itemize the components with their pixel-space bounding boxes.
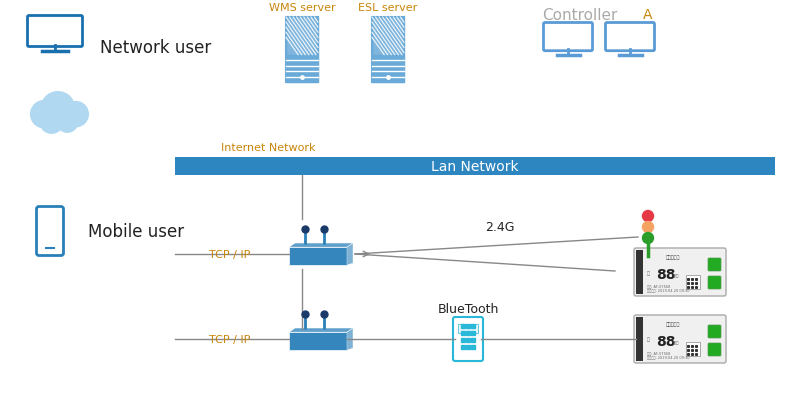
Text: 上架时间: 2019-04-20 09:30: 上架时间: 2019-04-20 09:30 (647, 354, 689, 358)
Text: Internet Network: Internet Network (220, 143, 315, 153)
Text: 超级水果汁: 超级水果汁 (665, 255, 680, 260)
Text: 上架时间: 2019-04-20 09:30: 上架时间: 2019-04-20 09:30 (647, 287, 689, 291)
Text: 88: 88 (656, 334, 676, 348)
FancyBboxPatch shape (686, 275, 700, 289)
Polygon shape (286, 56, 318, 83)
Text: TCP / IP: TCP / IP (209, 334, 251, 344)
Text: Controller: Controller (542, 8, 618, 22)
Text: 编码: AF-07568: 编码: AF-07568 (647, 350, 670, 354)
FancyBboxPatch shape (37, 207, 64, 256)
Circle shape (642, 211, 654, 222)
Polygon shape (372, 56, 404, 83)
Text: Mobile user: Mobile user (88, 223, 184, 241)
FancyBboxPatch shape (708, 276, 721, 289)
Polygon shape (347, 328, 353, 350)
FancyBboxPatch shape (606, 23, 654, 52)
FancyBboxPatch shape (544, 23, 592, 52)
Polygon shape (636, 250, 643, 294)
FancyBboxPatch shape (28, 16, 83, 47)
Circle shape (63, 102, 88, 128)
FancyBboxPatch shape (708, 325, 721, 338)
Text: 2.4G: 2.4G (486, 221, 515, 234)
Polygon shape (28, 118, 92, 136)
Circle shape (41, 93, 75, 126)
Polygon shape (175, 158, 775, 176)
Polygon shape (372, 18, 404, 56)
FancyBboxPatch shape (634, 248, 726, 296)
Polygon shape (289, 328, 353, 332)
FancyBboxPatch shape (458, 324, 478, 333)
Text: 元/斤: 元/斤 (673, 272, 679, 276)
Text: A: A (643, 8, 653, 22)
Polygon shape (289, 243, 353, 247)
Polygon shape (636, 317, 643, 361)
Polygon shape (289, 332, 347, 350)
Circle shape (642, 233, 654, 244)
Circle shape (30, 101, 58, 128)
Text: BlueTooth: BlueTooth (437, 303, 498, 316)
FancyBboxPatch shape (453, 317, 483, 361)
Text: Network user: Network user (100, 39, 211, 57)
Text: Lan Network: Lan Network (431, 160, 519, 174)
Text: 编码: AF-07568: 编码: AF-07568 (647, 283, 670, 287)
Circle shape (40, 111, 63, 134)
Text: 价: 价 (647, 270, 650, 275)
Circle shape (57, 112, 78, 133)
FancyBboxPatch shape (686, 342, 700, 356)
Polygon shape (286, 18, 318, 56)
FancyBboxPatch shape (708, 258, 721, 271)
FancyBboxPatch shape (708, 343, 721, 356)
Circle shape (642, 222, 654, 233)
Text: WMS server: WMS server (269, 3, 335, 13)
Polygon shape (289, 247, 347, 265)
Text: 元/斤: 元/斤 (673, 339, 679, 343)
FancyBboxPatch shape (634, 315, 726, 363)
Text: 超级水果汁: 超级水果汁 (665, 322, 680, 327)
Polygon shape (347, 243, 353, 265)
Text: 88: 88 (656, 267, 676, 281)
Text: 价: 价 (647, 337, 650, 342)
Text: ESL server: ESL server (358, 3, 418, 13)
Text: TCP / IP: TCP / IP (209, 249, 251, 259)
